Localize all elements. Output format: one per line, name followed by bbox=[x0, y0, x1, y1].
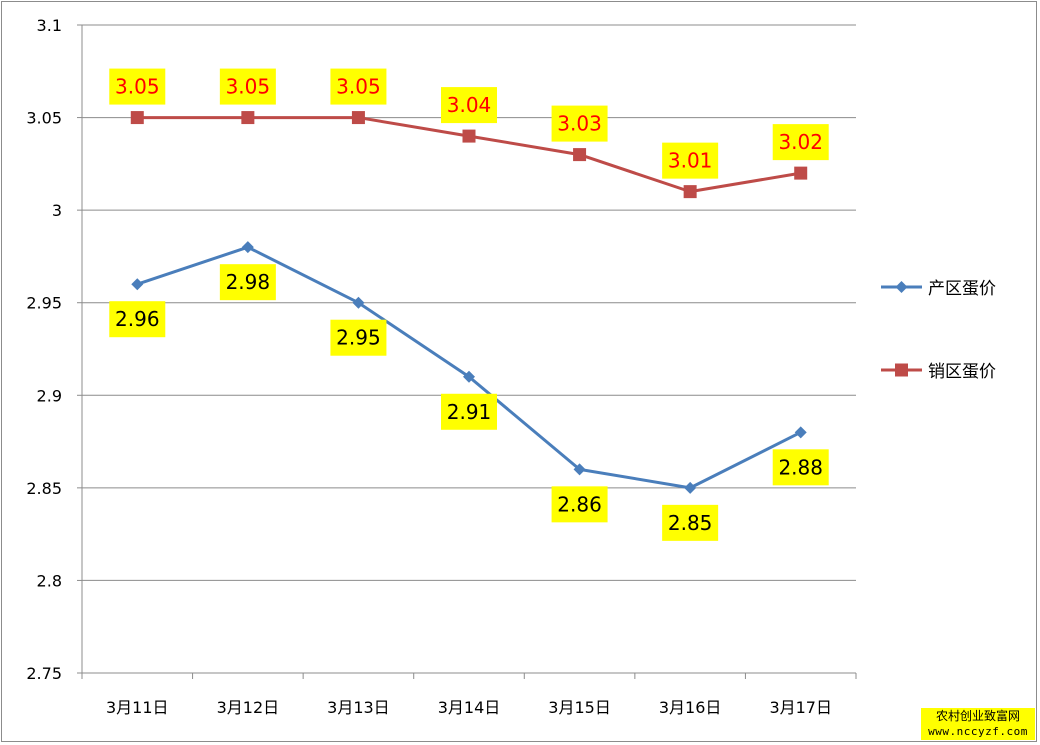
data-label-box bbox=[551, 105, 608, 142]
data-labels: 2.96 2.98 2.95 2.91 2.86 2.85 2.88 3.05 3.05 3.05… bbox=[109, 68, 829, 541]
data-point-marker bbox=[683, 185, 697, 199]
series-lines bbox=[130, 111, 808, 494]
watermark-site-name: 农村创业致富网 bbox=[935, 709, 1020, 723]
x-tick-label: 3月15日 bbox=[548, 698, 611, 717]
data-point-marker bbox=[573, 463, 586, 476]
data-label-box bbox=[662, 142, 719, 179]
data-point-marker bbox=[131, 278, 144, 291]
data-point-marker bbox=[462, 129, 476, 143]
data-label-box bbox=[772, 124, 829, 161]
data-label: 3.01 bbox=[668, 149, 713, 173]
y-tick-label: 2.95 bbox=[26, 294, 62, 313]
y-tick-label: 2.75 bbox=[26, 664, 62, 683]
data-label: 2.96 bbox=[115, 307, 160, 331]
data-label: 2.91 bbox=[447, 400, 492, 424]
data-label: 3.02 bbox=[778, 130, 823, 154]
data-point-marker bbox=[794, 426, 807, 439]
data-label-box bbox=[772, 449, 829, 486]
data-point-marker bbox=[684, 481, 697, 494]
data-point-marker bbox=[794, 166, 808, 180]
x-tick-label: 3月12日 bbox=[217, 698, 280, 717]
data-label-box bbox=[109, 68, 166, 105]
data-point-marker bbox=[463, 370, 475, 383]
data-label-box bbox=[330, 319, 387, 356]
y-tick-label: 2.8 bbox=[37, 571, 62, 590]
y-tick-label: 3.1 bbox=[37, 16, 62, 35]
data-point-marker bbox=[130, 111, 144, 125]
x-tick-label: 3月14日 bbox=[438, 698, 501, 717]
data-label-box bbox=[662, 504, 719, 541]
legend-label: 销区蛋价 bbox=[928, 362, 996, 382]
data-label-box bbox=[219, 68, 276, 105]
x-tick-label: 3月17日 bbox=[769, 698, 832, 717]
data-label: 3.05 bbox=[336, 75, 381, 99]
data-label: 2.95 bbox=[336, 326, 381, 350]
data-point-marker bbox=[241, 111, 255, 125]
y-tick-label: 2.85 bbox=[26, 479, 62, 498]
y-tick-label: 2.9 bbox=[37, 386, 62, 405]
data-point-marker bbox=[351, 111, 365, 125]
y-tick-label: 3.05 bbox=[26, 109, 62, 128]
y-tick-label: 3 bbox=[52, 201, 62, 220]
data-label: 3.05 bbox=[226, 75, 271, 99]
data-label-box bbox=[330, 68, 387, 105]
axes: 3.1 3.05 3 2.95 2.9 2.85 2.8 2.75 3月11日 3月12日 3月13… bbox=[26, 16, 857, 717]
data-label-box bbox=[551, 486, 608, 523]
data-label: 2.85 bbox=[668, 511, 713, 535]
legend-marker bbox=[895, 363, 908, 377]
data-label: 2.88 bbox=[778, 455, 823, 479]
x-tick-label: 3月13日 bbox=[327, 698, 390, 717]
data-label: 2.86 bbox=[557, 492, 602, 516]
x-tick-label: 3月16日 bbox=[659, 698, 722, 717]
data-label-box bbox=[219, 264, 276, 301]
data-point-marker bbox=[352, 296, 365, 309]
watermark-url: www.nccyzf.com bbox=[928, 725, 1028, 738]
data-label-box bbox=[441, 393, 497, 430]
x-tick-label: 3月11日 bbox=[106, 698, 169, 717]
data-point-marker bbox=[241, 241, 254, 254]
data-label: 2.98 bbox=[226, 270, 271, 294]
legend-marker bbox=[895, 281, 908, 293]
data-label-box bbox=[441, 87, 497, 124]
data-label: 3.03 bbox=[557, 112, 602, 136]
data-point-marker bbox=[573, 148, 587, 162]
data-label: 3.05 bbox=[115, 75, 160, 99]
site-watermark: 农村创业致富网 www.nccyzf.com bbox=[921, 708, 1035, 740]
data-label-box bbox=[109, 301, 166, 338]
legend-label: 产区蛋价 bbox=[928, 279, 996, 299]
data-label: 3.04 bbox=[447, 93, 492, 117]
